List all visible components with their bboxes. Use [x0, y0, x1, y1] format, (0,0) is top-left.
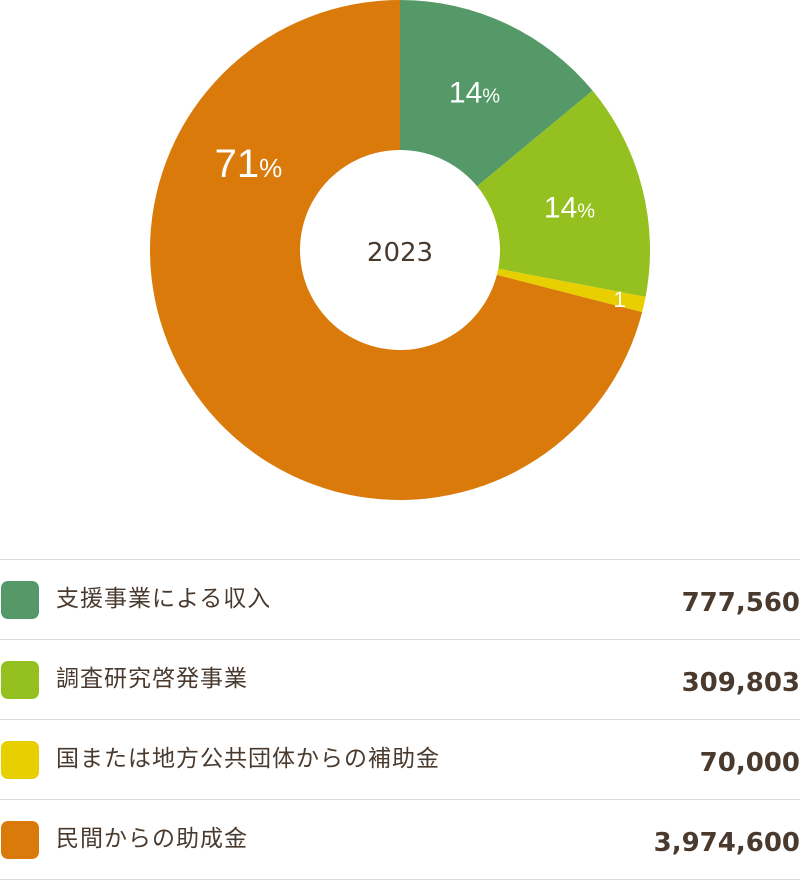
legend-swatch — [1, 741, 39, 779]
legend-value: 3,974,600 — [653, 828, 800, 858]
legend-row: 民間からの助成金 3,974,600 — [0, 799, 800, 880]
legend-label: 国または地方公共団体からの補助金 — [56, 746, 440, 772]
donut-hole — [300, 150, 500, 350]
donut-chart-svg: 14% 14% 1 71% 2023 — [150, 0, 651, 500]
legend-row: 国または地方公共団体からの補助金 70,000 — [0, 719, 800, 799]
slice-percent-label-1: 14% — [449, 76, 500, 109]
legend-value: 777,560 — [681, 588, 800, 618]
legend-swatch — [1, 821, 39, 859]
legend-row: 支援事業による収入 777,560 — [0, 559, 800, 639]
legend-row: 調査研究啓発事業 309,803 — [0, 639, 800, 719]
slice-percent-label-2: 14% — [544, 191, 595, 224]
legend-swatch — [1, 661, 39, 699]
legend-label: 支援事業による収入 — [56, 586, 272, 612]
slice-percent-label-3: 1 — [613, 287, 625, 312]
legend-label: 民間からの助成金 — [56, 826, 248, 852]
center-year-label: 2023 — [367, 238, 433, 268]
legend-swatch — [1, 581, 39, 619]
slice-labels-group: 14% 14% 1 71% — [215, 76, 626, 312]
legend-label: 調査研究啓発事業 — [56, 666, 248, 692]
legend-value: 309,803 — [681, 668, 800, 698]
legend-table: 支援事業による収入 777,560 調査研究啓発事業 309,803 国または地方公共団… — [0, 559, 800, 880]
slice-percent-label-4: 71% — [215, 142, 283, 186]
legend-value: 70,000 — [699, 748, 800, 778]
donut-chart: 14% 14% 1 71% 2023 — [150, 0, 651, 500]
